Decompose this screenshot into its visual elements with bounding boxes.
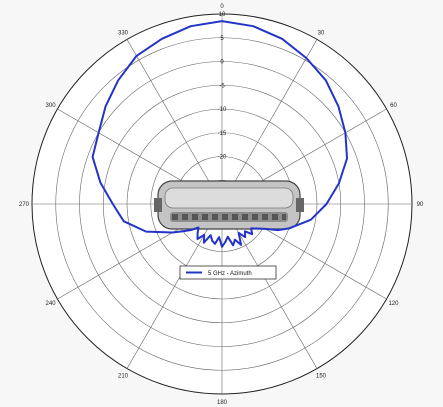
angle-label: 90	[417, 202, 424, 208]
angle-label: 60	[390, 103, 397, 109]
radial-tick-label: -5	[219, 83, 225, 89]
series-layer	[91, 20, 348, 248]
angle-label: 150	[316, 373, 327, 379]
angle-label: 0	[220, 4, 224, 10]
radial-tick-label: -15	[218, 131, 227, 137]
angle-label: 180	[217, 400, 228, 406]
series-line	[91, 20, 348, 248]
angle-label: 240	[46, 301, 57, 307]
angle-label: 270	[19, 202, 30, 208]
radial-tick-label: -10	[218, 107, 227, 113]
radial-tick-label: -20	[218, 155, 227, 161]
radial-tick-label: 10	[219, 12, 226, 18]
grid-spoke	[126, 203, 223, 369]
legend-label: 5 GHz - Azimuth	[208, 271, 252, 277]
angle-label: 30	[318, 31, 325, 37]
grid-spoke	[221, 39, 318, 205]
angle-label: 210	[118, 373, 129, 379]
access-point-device-icon	[154, 180, 304, 230]
legend: 5 GHz - Azimuth	[179, 265, 277, 280]
grid-spoke	[221, 203, 318, 369]
angle-label: 300	[46, 103, 57, 109]
radial-tick-label: 5	[220, 36, 224, 42]
radial-tick-label: 0	[220, 60, 224, 66]
grid-spoke	[126, 39, 223, 205]
angle-label: 120	[388, 301, 399, 307]
angle-label: 330	[118, 31, 129, 37]
